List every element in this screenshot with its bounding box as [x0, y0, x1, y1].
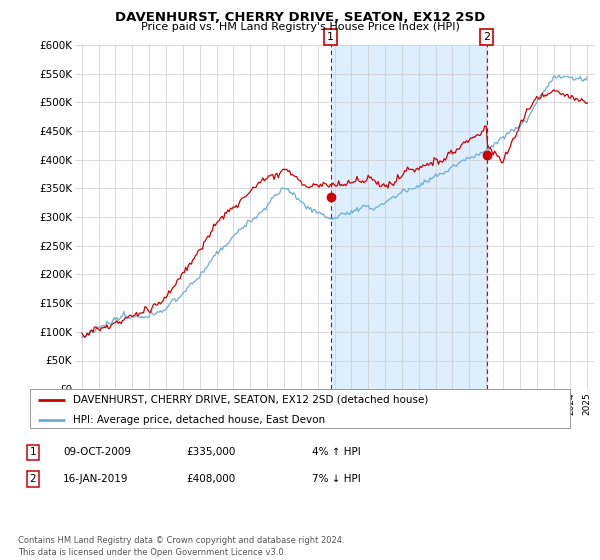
- Text: 7% ↓ HPI: 7% ↓ HPI: [312, 474, 361, 484]
- Text: 1: 1: [29, 447, 37, 458]
- Text: HPI: Average price, detached house, East Devon: HPI: Average price, detached house, East…: [73, 415, 325, 425]
- Text: 09-OCT-2009: 09-OCT-2009: [63, 447, 131, 458]
- Text: 2: 2: [29, 474, 37, 484]
- Text: 2: 2: [483, 32, 490, 42]
- Text: Contains HM Land Registry data © Crown copyright and database right 2024.
This d: Contains HM Land Registry data © Crown c…: [18, 536, 344, 557]
- Text: DAVENHURST, CHERRY DRIVE, SEATON, EX12 2SD (detached house): DAVENHURST, CHERRY DRIVE, SEATON, EX12 2…: [73, 395, 428, 405]
- Text: 1: 1: [327, 32, 334, 42]
- Bar: [331, 45, 487, 389]
- Text: Price paid vs. HM Land Registry's House Price Index (HPI): Price paid vs. HM Land Registry's House …: [140, 22, 460, 32]
- Text: £335,000: £335,000: [186, 447, 235, 458]
- Text: 16-JAN-2019: 16-JAN-2019: [63, 474, 128, 484]
- Text: 4% ↑ HPI: 4% ↑ HPI: [312, 447, 361, 458]
- Text: £408,000: £408,000: [186, 474, 235, 484]
- Text: DAVENHURST, CHERRY DRIVE, SEATON, EX12 2SD: DAVENHURST, CHERRY DRIVE, SEATON, EX12 2…: [115, 11, 485, 24]
